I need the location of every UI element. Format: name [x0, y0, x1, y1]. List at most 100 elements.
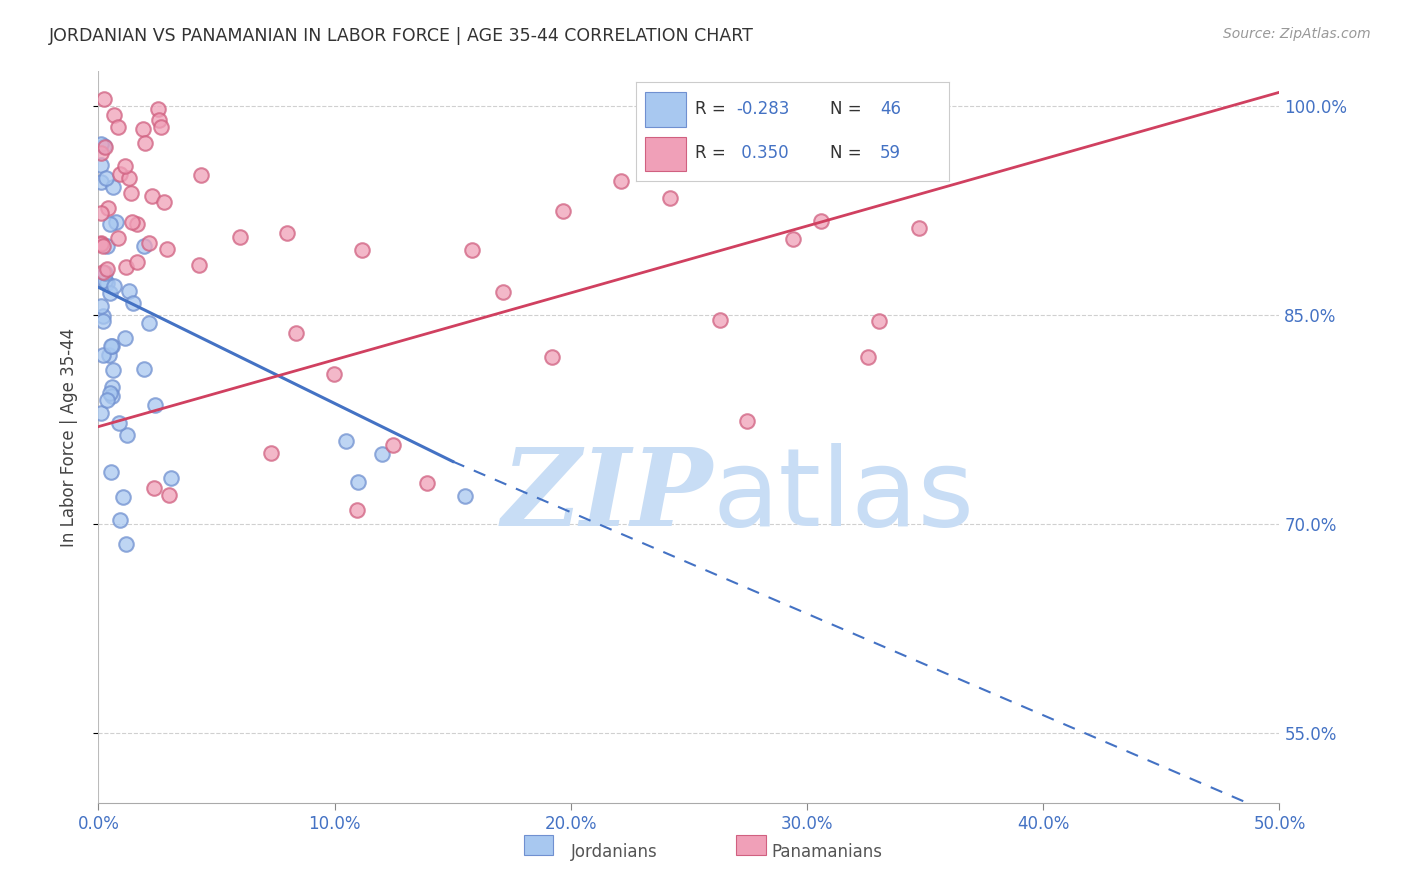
- Point: [98, 285, 121, 300]
- Point: [110, 167, 132, 181]
- Point: [121, 215, 143, 229]
- Point: [810, 214, 832, 228]
- Point: [868, 314, 890, 328]
- Point: [312, 823, 335, 838]
- Point: [284, 326, 307, 340]
- Point: [101, 180, 124, 194]
- Point: [93, 139, 115, 153]
- Point: [90, 236, 112, 251]
- Point: [156, 242, 179, 256]
- Point: [90, 206, 112, 220]
- Point: [96, 239, 118, 253]
- Point: [856, 350, 879, 364]
- Point: [142, 481, 165, 495]
- Point: [709, 313, 731, 327]
- Point: [91, 309, 114, 323]
- Point: [98, 386, 121, 401]
- Point: [107, 230, 129, 244]
- Point: [492, 285, 515, 299]
- Point: [908, 221, 931, 235]
- Point: [146, 102, 169, 116]
- Point: [125, 255, 148, 269]
- Point: [94, 140, 117, 154]
- Point: [120, 186, 142, 201]
- Point: [96, 392, 118, 407]
- Point: [100, 380, 122, 394]
- Point: [90, 158, 112, 172]
- Point: [190, 168, 212, 182]
- Point: [100, 339, 122, 353]
- Point: [138, 316, 160, 330]
- Text: JORDANIAN VS PANAMANIAN IN LABOR FORCE | AGE 35-44 CORRELATION CHART: JORDANIAN VS PANAMANIAN IN LABOR FORCE |…: [49, 27, 754, 45]
- Point: [91, 265, 114, 279]
- Point: [90, 136, 112, 151]
- Point: [132, 122, 155, 136]
- Point: [228, 229, 250, 244]
- Point: [94, 274, 117, 288]
- Point: [610, 174, 633, 188]
- Point: [91, 348, 114, 362]
- Point: [335, 434, 357, 448]
- Point: [114, 160, 136, 174]
- Point: [453, 489, 475, 503]
- Point: [132, 239, 155, 253]
- Point: [153, 195, 176, 210]
- Point: [134, 136, 156, 150]
- Point: [323, 367, 346, 381]
- Point: [381, 438, 404, 452]
- Point: [98, 217, 121, 231]
- Point: [347, 475, 370, 490]
- Point: [103, 279, 125, 293]
- Point: [814, 92, 837, 106]
- Point: [100, 339, 122, 353]
- Point: [121, 296, 143, 310]
- Point: [103, 363, 125, 377]
- Point: [157, 488, 180, 502]
- Point: [94, 170, 117, 185]
- Point: [90, 235, 112, 250]
- Point: [149, 120, 172, 134]
- Point: [735, 414, 758, 428]
- Text: atlas: atlas: [713, 442, 974, 549]
- Point: [96, 262, 118, 277]
- Point: [107, 120, 129, 134]
- Point: [97, 201, 120, 215]
- Point: [551, 203, 574, 218]
- Point: [844, 92, 866, 106]
- Point: [93, 314, 115, 328]
- Point: [416, 475, 439, 490]
- Point: [100, 465, 122, 479]
- Point: [93, 92, 115, 106]
- Bar: [523, 835, 553, 855]
- Point: [138, 235, 160, 250]
- Point: [104, 215, 127, 229]
- Point: [658, 191, 681, 205]
- Text: Panamanians: Panamanians: [772, 843, 883, 861]
- Text: ZIP: ZIP: [501, 442, 713, 549]
- Point: [114, 331, 136, 345]
- Point: [90, 299, 112, 313]
- Point: [93, 267, 115, 281]
- Bar: [737, 835, 766, 855]
- Point: [111, 490, 134, 504]
- Point: [101, 389, 124, 403]
- Point: [143, 398, 166, 412]
- Point: [259, 446, 281, 460]
- Text: Jordanians: Jordanians: [571, 843, 658, 861]
- Point: [96, 276, 118, 290]
- Point: [141, 189, 163, 203]
- Point: [115, 537, 138, 551]
- Point: [276, 226, 298, 240]
- Point: [108, 416, 131, 430]
- Point: [118, 285, 141, 299]
- Point: [540, 350, 562, 364]
- Point: [371, 448, 394, 462]
- Point: [90, 176, 112, 190]
- Point: [346, 503, 368, 517]
- Point: [125, 217, 148, 231]
- Point: [350, 244, 373, 258]
- Y-axis label: In Labor Force | Age 35-44: In Labor Force | Age 35-44: [59, 327, 77, 547]
- Text: Source: ZipAtlas.com: Source: ZipAtlas.com: [1223, 27, 1371, 41]
- Point: [782, 232, 804, 246]
- Point: [460, 243, 482, 257]
